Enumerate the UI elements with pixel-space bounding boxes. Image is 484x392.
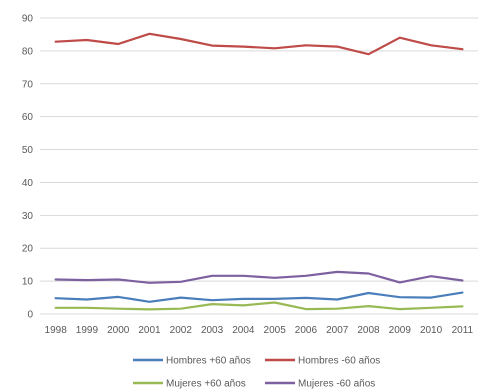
- y-tick-label: 20: [22, 244, 34, 255]
- y-axis-ticks: 0 10 20 30 40 50 60 70 80 90: [22, 14, 34, 321]
- y-tick-label: 70: [22, 79, 34, 90]
- x-tick-label: 1998: [45, 325, 68, 336]
- x-tick-label: 2007: [326, 325, 349, 336]
- x-tick-label: 2006: [295, 325, 318, 336]
- y-tick-label: 80: [22, 46, 34, 57]
- y-tick-label: 90: [22, 14, 34, 25]
- gridlines: [40, 17, 478, 315]
- x-axis-ticks: 1998 1999 2000 2001 2002 2003 2004 2005 2006 2007…: [45, 325, 474, 336]
- series-line-3: [54, 270, 464, 284]
- series-line-0: [54, 291, 464, 303]
- legend-label-3: Mujeres -60 años: [298, 379, 375, 390]
- x-tick-label: 2010: [420, 325, 443, 336]
- x-tick-label: 2005: [264, 325, 287, 336]
- legend-label-0: Hombres +60 años: [166, 356, 251, 367]
- y-tick-label: 60: [22, 112, 34, 123]
- series-lines: [54, 32, 464, 311]
- x-tick-label: 2008: [357, 325, 380, 336]
- x-tick-label: 2001: [138, 325, 161, 336]
- legend-label-2: Mujeres +60 años: [166, 379, 246, 390]
- y-tick-label: 30: [22, 211, 34, 222]
- x-tick-label: 2002: [170, 325, 193, 336]
- legend: Hombres +60 años Hombres -60 años Mujeres …: [133, 356, 380, 390]
- x-tick-label: 2004: [232, 325, 255, 336]
- y-tick-label: 0: [27, 310, 33, 321]
- x-tick-label: 2000: [107, 325, 130, 336]
- y-tick-label: 50: [22, 145, 34, 156]
- x-tick-label: 2003: [201, 325, 224, 336]
- series-line-1: [54, 32, 464, 56]
- x-tick-label: 2011: [452, 325, 474, 336]
- series-line-2: [54, 301, 464, 311]
- x-tick-label: 2009: [389, 325, 412, 336]
- y-tick-label: 40: [22, 178, 34, 189]
- x-tick-label: 1999: [76, 325, 99, 336]
- legend-label-1: Hombres -60 años: [298, 356, 380, 367]
- y-tick-label: 10: [22, 277, 34, 288]
